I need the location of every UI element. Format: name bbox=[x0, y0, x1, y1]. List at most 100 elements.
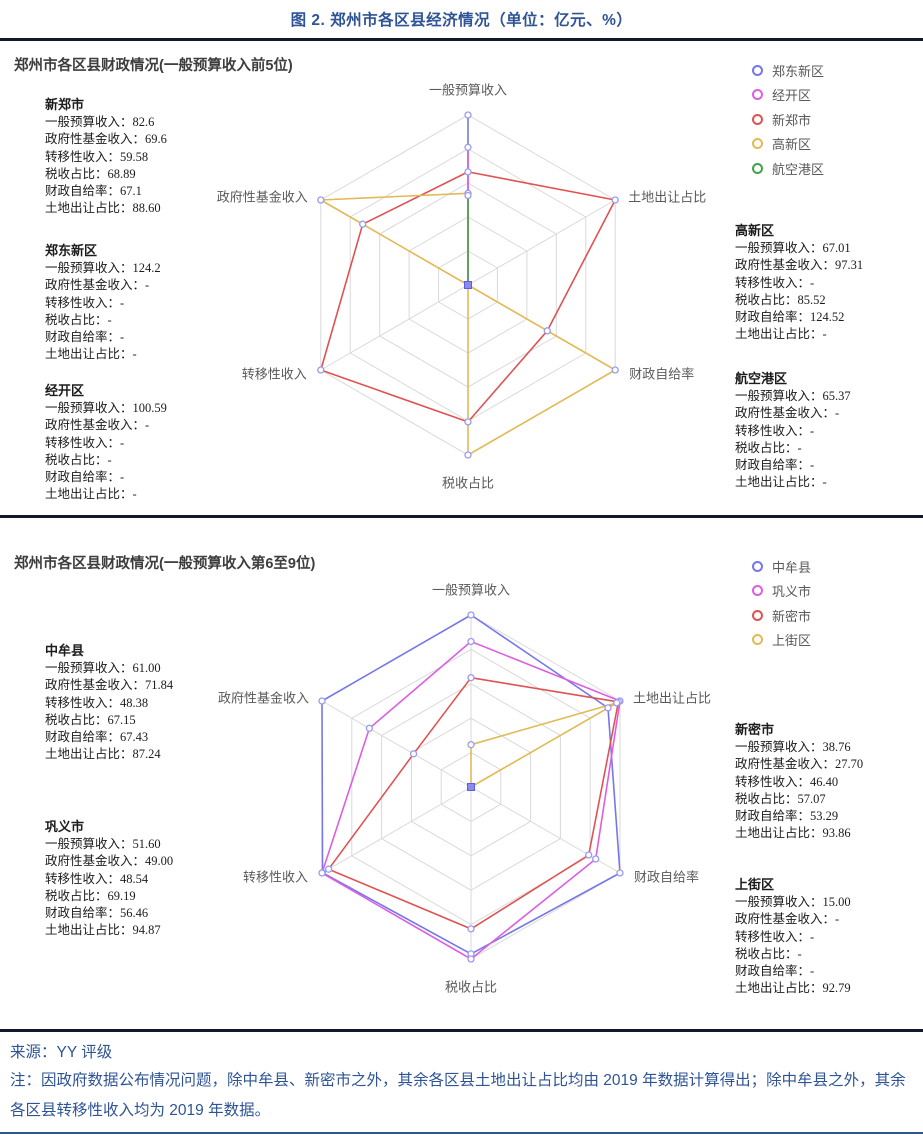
district-stat-line: 财政自给率：67.43 bbox=[45, 730, 149, 745]
district-stat-line: 税收占比：- bbox=[45, 312, 112, 327]
district-stat-line: 政府性基金收入：- bbox=[45, 418, 150, 433]
district-stat-line: 土地出让占比：- bbox=[735, 475, 827, 490]
district-stat-line: 一般预算收入：15.00 bbox=[735, 895, 851, 909]
legend-item: 高新区 bbox=[752, 132, 824, 157]
legend-label: 新密市 bbox=[772, 608, 812, 624]
district-stat-line: 税收占比：- bbox=[45, 452, 112, 467]
district-block: 郑东新区一般预算收入：124.2 政府性基金收入：- 转移性收入：- 税收占比：- 财政… bbox=[45, 242, 285, 364]
district-stat-line: 转移性收入：- bbox=[735, 929, 815, 944]
district-stat-line: 税收占比：- bbox=[735, 946, 802, 961]
source-text: 来源：YY 评级 bbox=[10, 1044, 113, 1061]
district-name: 新郑市 bbox=[45, 97, 85, 112]
district-stat-line: 税收占比：67.15 bbox=[45, 712, 136, 727]
district-stat-line: 税收占比：69.19 bbox=[45, 888, 136, 903]
district-name: 航空港区 bbox=[735, 371, 788, 386]
legend-circle-icon bbox=[752, 138, 763, 150]
district-name: 上街区 bbox=[735, 877, 775, 892]
district-stat-line: 土地出让占比：93.86 bbox=[735, 826, 851, 841]
district-stat-line: 政府性基金收入：71.84 bbox=[45, 678, 174, 693]
district-stat-line: 税收占比：68.89 bbox=[45, 166, 136, 181]
radar-axis-label: 财政自给率 bbox=[633, 869, 699, 885]
district-block: 中牟县一般预算收入：61.00 政府性基金收入：71.84 转移性收入：48.38 税… bbox=[45, 642, 285, 764]
district-stat-line: 土地出让占比：- bbox=[45, 347, 137, 362]
district-stat-line: 一般预算收入：124.2 bbox=[45, 261, 161, 275]
district-block: 航空港区一般预算收入：65.37 政府性基金收入：- 转移性收入：- 税收占比：- 财政… bbox=[735, 370, 923, 492]
legend-circle-icon bbox=[752, 585, 763, 597]
district-stat-line: 转移性收入：48.38 bbox=[45, 695, 149, 710]
district-name: 巩义市 bbox=[45, 819, 85, 834]
legend-item: 新密市 bbox=[752, 603, 811, 628]
district-stat-line: 土地出让占比：94.87 bbox=[45, 923, 161, 938]
district-stat-line: 政府性基金收入：97.31 bbox=[735, 258, 864, 273]
legend-circle-icon bbox=[752, 64, 763, 76]
legend-label: 上街区 bbox=[772, 633, 812, 649]
legend-label: 巩义市 bbox=[772, 584, 812, 600]
legend: 中牟县巩义市新密市上街区 bbox=[752, 554, 811, 652]
radar-section-top5: 郑州市各区县财政情况(一般预算收入前5位) 郑东新区 经开区 新郑市 高新区 航空港区 … bbox=[0, 46, 923, 515]
district-stat-line: 税收占比：85.52 bbox=[735, 292, 826, 307]
district-stat-line: 一般预算收入：61.00 bbox=[45, 661, 161, 675]
district-block: 高新区 一般预算收入：67.01 政府性基金收入：97.31 转移性收入：- 税收占比：… bbox=[735, 222, 923, 344]
district-stat-line: 一般预算收入：38.76 bbox=[735, 740, 851, 754]
district-stat-line: 转移性收入：- bbox=[45, 435, 125, 450]
radar-axis-label: 转移性收入 bbox=[243, 869, 309, 885]
district-stat-line: 财政自给率：- bbox=[735, 458, 815, 473]
district-stat-line: 财政自给率：124.52 bbox=[735, 310, 845, 325]
district-stat-line: 一般预算收入：65.37 bbox=[735, 389, 851, 403]
district-stat-line: 税收占比：57.07 bbox=[735, 791, 826, 806]
legend-label: 高新区 bbox=[772, 137, 812, 153]
district-name: 中牟县 bbox=[45, 643, 85, 658]
district-stat-line: 转移性收入：59.58 bbox=[45, 149, 149, 164]
district-stat-line: 土地出让占比：88.60 bbox=[45, 201, 161, 216]
district-stat-line: 政府性基金收入：69.6 bbox=[45, 132, 167, 147]
district-stat-line: 转移性收入：- bbox=[45, 295, 125, 310]
district-stat-line: 政府性基金收入：- bbox=[45, 278, 150, 293]
district-stat-line: 转移性收入：48.54 bbox=[45, 871, 149, 886]
radar-axis-label: 一般预算收入 bbox=[428, 82, 508, 98]
legend-circle-icon bbox=[752, 113, 763, 125]
figure-title: 图 2. 郑州市各区县经济情况（单位：亿元、%） bbox=[290, 12, 633, 29]
radar-chart bbox=[318, 611, 624, 963]
district-stat-line: 一般预算收入：51.60 bbox=[45, 837, 161, 851]
legend-label: 新郑市 bbox=[772, 112, 812, 128]
district-stat-line: 财政自给率：- bbox=[735, 964, 815, 979]
district-block: 上街区一般预算收入：15.00 政府性基金收入：- 转移性收入：- 税收占比：- 财政自… bbox=[735, 876, 923, 998]
radar-axis-label: 政府性基金收入 bbox=[218, 690, 310, 706]
district-block: 巩义市 一般预算收入：51.60 政府性基金收入：49.00 转移性收入：48.54 税… bbox=[45, 818, 285, 940]
radar-axis-label: 转移性收入 bbox=[241, 366, 307, 382]
note-text: 注：因政府数据公布情况问题，除中牟县、新密市之外，其余各区县土地出让占比均由 2… bbox=[10, 1072, 906, 1119]
legend-item: 新郑市 bbox=[752, 107, 824, 132]
district-name: 新密市 bbox=[735, 722, 775, 737]
radar-axis-label: 税收占比 bbox=[444, 979, 498, 995]
radar-axis-label: 土地出让占比 bbox=[632, 690, 711, 706]
district-stat-line: 政府性基金收入：- bbox=[735, 406, 840, 421]
district-block: 经开区 一般预算收入：100.59 政府性基金收入：- 转移性收入：- 税收占比：- 财政… bbox=[45, 382, 285, 504]
legend-circle-icon bbox=[752, 560, 763, 572]
legend-label: 中牟县 bbox=[772, 559, 812, 575]
district-stat-line: 一般预算收入：100.59 bbox=[45, 401, 167, 415]
district-stat-line: 政府性基金收入：- bbox=[735, 912, 840, 927]
radar-axis-label: 税收占比 bbox=[441, 475, 495, 491]
legend-item: 巩义市 bbox=[752, 579, 811, 604]
district-stat-line: 财政自给率：56.46 bbox=[45, 906, 149, 921]
radar-axis-label: 财政自给率 bbox=[629, 366, 695, 382]
district-stat-line: 税收占比：- bbox=[735, 440, 802, 455]
district-stat-line: 转移性收入：- bbox=[735, 275, 815, 290]
radar-chart bbox=[317, 111, 619, 459]
legend-label: 经开区 bbox=[772, 88, 812, 104]
district-stat-line: 土地出让占比：- bbox=[735, 327, 827, 342]
section-title: 郑州市各区县财政情况(一般预算收入第6至9位) bbox=[14, 556, 316, 572]
district-stat-line: 转移性收入：- bbox=[735, 423, 815, 438]
district-stat-line: 土地出让占比：- bbox=[45, 487, 137, 502]
divider-middle bbox=[0, 515, 923, 518]
district-stat-line: 转移性收入：46.40 bbox=[735, 774, 839, 789]
radar-axis-label: 一般预算收入 bbox=[431, 582, 511, 598]
legend-item: 航空港区 bbox=[752, 156, 824, 181]
district-stat-line: 政府性基金收入：27.70 bbox=[735, 757, 864, 772]
district-stat-line: 财政自给率：- bbox=[45, 330, 125, 345]
district-name: 郑东新区 bbox=[45, 243, 98, 258]
district-stat-line: 一般预算收入：67.01 bbox=[735, 241, 851, 255]
district-stat-line: 土地出让占比：92.79 bbox=[735, 981, 851, 996]
divider-bottom bbox=[0, 1132, 923, 1134]
legend-item: 郑东新区 bbox=[752, 58, 824, 83]
